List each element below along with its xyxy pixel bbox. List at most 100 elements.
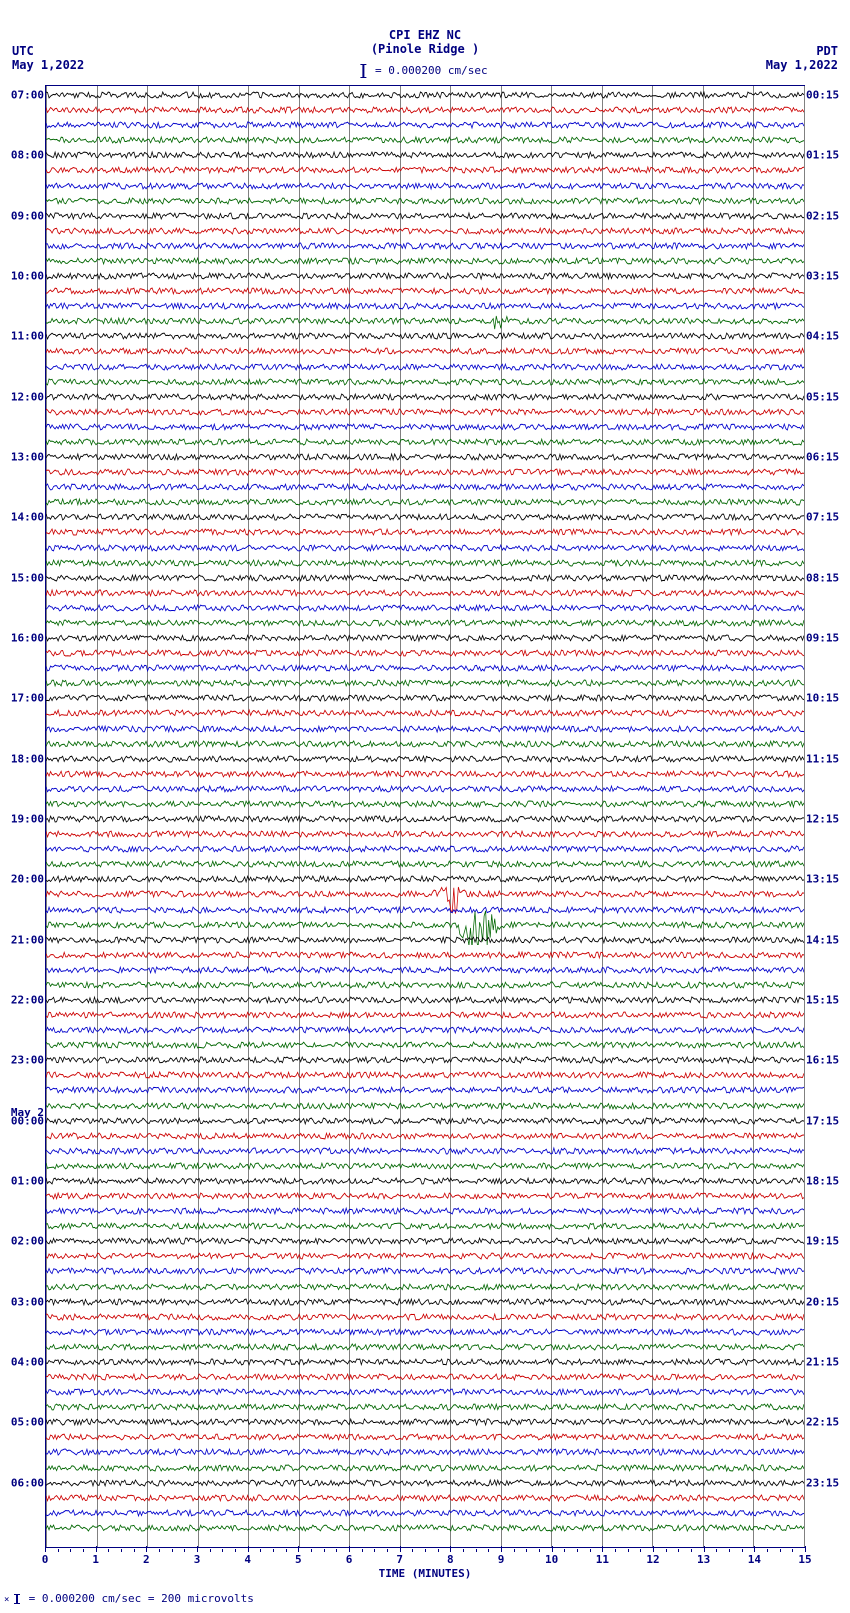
- station-code: CPI EHZ NC: [0, 28, 850, 42]
- timezone-left: UTC: [12, 44, 34, 58]
- utc-time-label: 07:00: [11, 89, 46, 102]
- utc-time-label: 21:00: [11, 933, 46, 946]
- xtick-minor: [564, 1549, 565, 1552]
- utc-time-label: 18:00: [11, 752, 46, 765]
- utc-time-label: 09:00: [11, 209, 46, 222]
- xtick-minor: [526, 1549, 527, 1552]
- xtick-minor: [222, 1549, 223, 1552]
- xtick-minor: [678, 1549, 679, 1552]
- xtick-minor: [374, 1549, 375, 1552]
- pdt-time-label: 13:15: [804, 873, 839, 886]
- pdt-time-label: 19:15: [804, 1235, 839, 1248]
- xtick-minor: [83, 1549, 84, 1552]
- xtick-major: [349, 1546, 350, 1552]
- pdt-time-label: 20:15: [804, 1295, 839, 1308]
- xtick-minor: [767, 1549, 768, 1552]
- pdt-time-label: 09:15: [804, 632, 839, 645]
- xtick-minor: [311, 1549, 312, 1552]
- pdt-time-label: 18:15: [804, 1174, 839, 1187]
- pdt-time-label: 08:15: [804, 571, 839, 584]
- trace-row: [46, 1508, 804, 1548]
- seismogram-container: CPI EHZ NC (Pinole Ridge ) UTC May 1,202…: [0, 0, 850, 1613]
- utc-time-label: 22:00: [11, 993, 46, 1006]
- xtick-label: 2: [143, 1553, 150, 1566]
- xtick-major: [754, 1546, 755, 1552]
- utc-time-label: 00:00: [11, 1114, 46, 1127]
- xtick-label: 15: [798, 1553, 811, 1566]
- scale-bar-icon: [16, 1594, 18, 1604]
- xtick-minor: [286, 1549, 287, 1552]
- pdt-time-label: 16:15: [804, 1054, 839, 1067]
- xtick-label: 10: [545, 1553, 558, 1566]
- xtick-major: [400, 1546, 401, 1552]
- xtick-minor: [159, 1549, 160, 1552]
- xtick-major: [298, 1546, 299, 1552]
- xtick-minor: [134, 1549, 135, 1552]
- xtick-minor: [210, 1549, 211, 1552]
- xtick-minor: [273, 1549, 274, 1552]
- pdt-time-label: 12:15: [804, 813, 839, 826]
- footer-text: = 0.000200 cm/sec = 200 microvolts: [22, 1592, 254, 1605]
- xtick-label: 0: [42, 1553, 49, 1566]
- xtick-minor: [121, 1549, 122, 1552]
- xtick-major: [450, 1546, 451, 1552]
- xtick-minor: [590, 1549, 591, 1552]
- pdt-time-label: 15:15: [804, 993, 839, 1006]
- utc-time-label: 20:00: [11, 873, 46, 886]
- utc-time-label: 03:00: [11, 1295, 46, 1308]
- pdt-time-label: 22:15: [804, 1416, 839, 1429]
- xtick-minor: [615, 1549, 616, 1552]
- xtick-major: [501, 1546, 502, 1552]
- timezone-right: PDT: [816, 44, 838, 58]
- xtick-minor: [336, 1549, 337, 1552]
- pdt-time-label: 01:15: [804, 149, 839, 162]
- xtick-minor: [742, 1549, 743, 1552]
- utc-time-label: 16:00: [11, 632, 46, 645]
- xtick-minor: [324, 1549, 325, 1552]
- xtick-major: [45, 1546, 46, 1552]
- utc-time-label: 08:00: [11, 149, 46, 162]
- pdt-time-label: 05:15: [804, 390, 839, 403]
- xtick-minor: [488, 1549, 489, 1552]
- xtick-major: [653, 1546, 654, 1552]
- xtick-label: 12: [646, 1553, 659, 1566]
- xtick-minor: [387, 1549, 388, 1552]
- xtick-minor: [235, 1549, 236, 1552]
- station-name: (Pinole Ridge ): [0, 42, 850, 56]
- xtick-label: 8: [447, 1553, 454, 1566]
- xtick-major: [805, 1546, 806, 1552]
- xtick-minor: [729, 1549, 730, 1552]
- pdt-time-label: 06:15: [804, 451, 839, 464]
- pdt-time-label: 23:15: [804, 1476, 839, 1489]
- x-axis: TIME (MINUTES) 0123456789101112131415: [45, 1548, 805, 1578]
- xtick-minor: [628, 1549, 629, 1552]
- xtick-minor: [539, 1549, 540, 1552]
- xtick-minor: [716, 1549, 717, 1552]
- utc-time-label: 14:00: [11, 511, 46, 524]
- xtick-minor: [463, 1549, 464, 1552]
- xtick-label: 4: [244, 1553, 251, 1566]
- header: CPI EHZ NC (Pinole Ridge ): [0, 28, 850, 56]
- pdt-time-label: 17:15: [804, 1114, 839, 1127]
- xtick-label: 3: [194, 1553, 201, 1566]
- xtick-minor: [172, 1549, 173, 1552]
- xtick-minor: [425, 1549, 426, 1552]
- xtick-minor: [412, 1549, 413, 1552]
- pdt-time-label: 03:15: [804, 270, 839, 283]
- utc-time-label: 11:00: [11, 330, 46, 343]
- pdt-time-label: 07:15: [804, 511, 839, 524]
- xtick-minor: [666, 1549, 667, 1552]
- pdt-time-label: 04:15: [804, 330, 839, 343]
- utc-time-label: 10:00: [11, 270, 46, 283]
- xtick-major: [552, 1546, 553, 1552]
- utc-time-label: 15:00: [11, 571, 46, 584]
- x-axis-label: TIME (MINUTES): [379, 1567, 472, 1580]
- xtick-major: [96, 1546, 97, 1552]
- xtick-major: [602, 1546, 603, 1552]
- xtick-minor: [70, 1549, 71, 1552]
- date-left: May 1,2022: [12, 58, 84, 72]
- utc-time-label: 04:00: [11, 1355, 46, 1368]
- utc-time-label: 13:00: [11, 451, 46, 464]
- xtick-major: [248, 1546, 249, 1552]
- pdt-time-label: 21:15: [804, 1355, 839, 1368]
